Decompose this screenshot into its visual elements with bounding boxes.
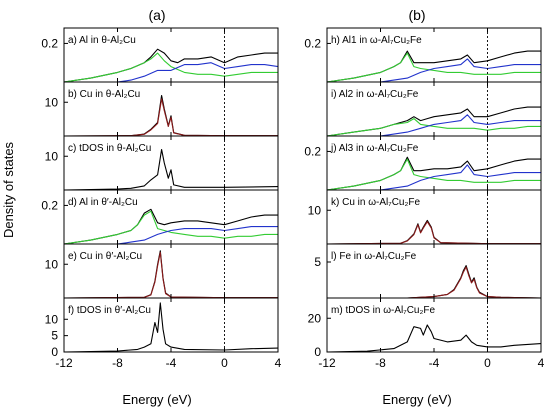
y-tick-label: 0.2 xyxy=(304,144,321,158)
panel-m: 0 20 m) tDOS in ω-Al₇Cu₂Fe -12 -8 -4 0 4 xyxy=(308,297,545,370)
panel-title: m) tDOS in ω-Al₇Cu₂Fe xyxy=(331,305,435,316)
x-tick-label: -8 xyxy=(375,356,386,370)
x-tick-label: 0 xyxy=(221,356,228,370)
panel-j: 0.2 j) Al3 in ω-Al₇Cu₂Fe xyxy=(304,135,542,191)
panel-c: 10 c) tDOS in θ-Al₂Cu xyxy=(45,135,279,191)
panel-title: i) Al2 in ω-Al₇Cu₂Fe xyxy=(331,89,419,100)
panel-title: k) Cu in ω-Al₇Cu₂Fe xyxy=(331,197,420,208)
column-label-a: (a) xyxy=(148,7,165,23)
panel-l: 5 l) Fe in ω-Al₇Cu₂Fe xyxy=(314,243,542,299)
series-line-p xyxy=(64,226,278,245)
panel-a: 0.2 a) Al in θ-Al₂Cu xyxy=(41,27,279,83)
series-line-p xyxy=(64,62,279,83)
x-tick-label: -4 xyxy=(429,356,440,370)
panel-title: h) Al1 in ω-Al₇Cu₂Fe xyxy=(331,35,422,46)
series-line-s xyxy=(326,158,541,191)
x-axis-label-a: Energy (eV) xyxy=(122,392,191,407)
panel-d: 0.2 d) Al in θ′-Al₂Cu xyxy=(41,189,279,245)
panel-title: e) Cu in θ′-Al₂Cu xyxy=(68,251,142,262)
series-line-d xyxy=(326,221,541,245)
panel-title: l) Fe in ω-Al₇Cu₂Fe xyxy=(331,251,417,262)
series-line-s xyxy=(63,52,278,83)
series-line-total xyxy=(63,302,279,353)
x-tick-label: 0 xyxy=(484,356,491,370)
y-tick-label: 10 xyxy=(45,257,59,271)
series-line-p xyxy=(327,164,541,191)
panel-title: a) Al in θ-Al₂Cu xyxy=(68,35,136,46)
x-tick-label: -8 xyxy=(112,356,123,370)
x-tick-label: 4 xyxy=(538,356,545,370)
y-axis-label: Density of states xyxy=(1,141,16,238)
series-line-s xyxy=(326,52,541,83)
series-line-d xyxy=(63,98,278,137)
y-tick-label: 5 xyxy=(314,255,321,269)
panel-title: b) Cu in θ-Al₂Cu xyxy=(68,89,140,100)
series-line-s xyxy=(326,118,541,137)
series-line-total xyxy=(326,324,542,353)
y-tick-label: 10 xyxy=(45,95,59,109)
panel-h: 0.2 h) Al1 in ω-Al₇Cu₂Fe xyxy=(304,27,542,83)
series-line-total xyxy=(63,94,278,137)
panel-k: 10 k) Cu in ω-Al₇Cu₂Fe xyxy=(308,189,542,245)
series-line-p xyxy=(327,58,541,83)
series-line-total xyxy=(63,148,279,191)
panel-title: j) Al3 in ω-Al₇Cu₂Fe xyxy=(330,143,419,154)
series-line-d xyxy=(63,251,278,299)
y-tick-label: 0.2 xyxy=(41,36,58,50)
panel-b: 10 b) Cu in θ-Al₂Cu xyxy=(45,81,279,137)
y-tick-label: 10 xyxy=(45,149,59,163)
y-tick-label: 0.2 xyxy=(41,198,58,212)
x-axis-label-b: Energy (eV) xyxy=(382,392,451,407)
y-tick-label: 20 xyxy=(308,311,322,325)
y-tick-label: 5 xyxy=(51,329,58,343)
x-tick-label: -12 xyxy=(55,356,73,370)
panel-i: i) Al2 in ω-Al₇Cu₂Fe xyxy=(326,81,542,137)
panel-title: f) tDOS in θ′-Al₂Cu xyxy=(68,305,151,316)
y-tick-label: 0 xyxy=(314,345,321,359)
x-tick-label: 4 xyxy=(275,356,282,370)
y-tick-label: 0.2 xyxy=(304,36,321,50)
series-line-d xyxy=(327,266,542,299)
panel-group: 0.2 a) Al in θ-Al₂Cu 10 b) Cu in θ-Al₂Cu 10 c… xyxy=(41,27,545,370)
y-tick-label: 0 xyxy=(51,345,58,359)
series-line-s xyxy=(63,210,278,245)
series-line-p xyxy=(327,114,541,137)
x-tick-label: -12 xyxy=(318,356,336,370)
panel-title: c) tDOS in θ-Al₂Cu xyxy=(68,143,151,154)
x-tick-label: -4 xyxy=(166,356,177,370)
y-tick-label: 10 xyxy=(308,203,322,217)
y-tick-label: 10 xyxy=(45,312,59,326)
column-label-b: (b) xyxy=(408,7,425,23)
panel-title: d) Al in θ′-Al₂Cu xyxy=(68,197,138,208)
series-line-total xyxy=(327,265,542,299)
panel-e: 10 e) Cu in θ′-Al₂Cu xyxy=(45,243,279,299)
panel-f: 0 5 10 f) tDOS in θ′-Al₂Cu -12 -8 -4 0 4 xyxy=(45,297,282,370)
